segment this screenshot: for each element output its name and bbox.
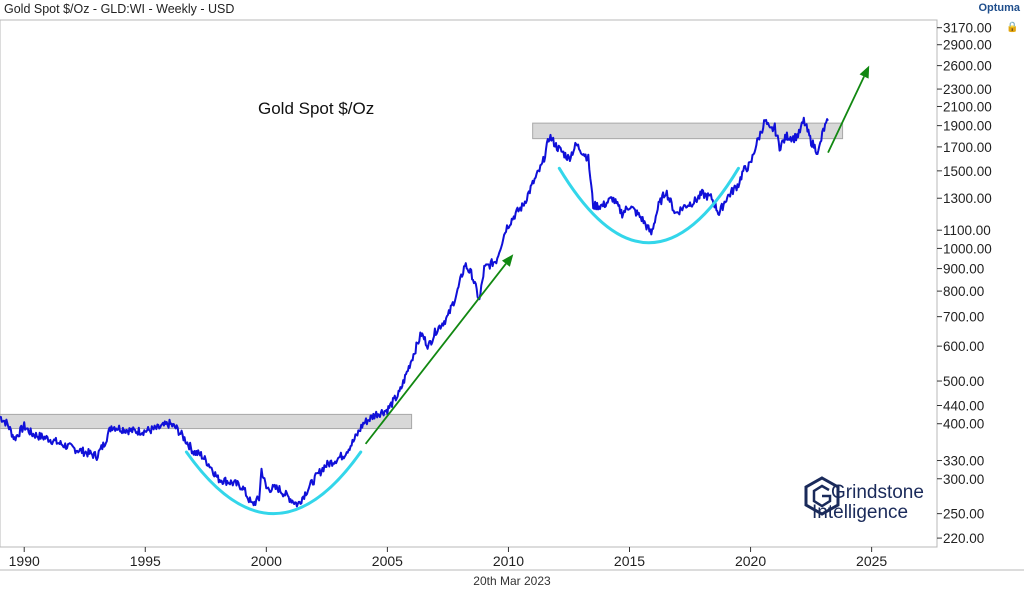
y-tick-label: 1900.00 <box>943 119 992 134</box>
y-tick-label: 440.00 <box>943 398 984 413</box>
y-tick-label: 500.00 <box>943 374 984 389</box>
x-tick-label: 1995 <box>130 553 161 569</box>
y-tick-label: 600.00 <box>943 339 984 354</box>
x-tick-label: 2010 <box>493 553 524 569</box>
gold-price-line <box>0 116 829 508</box>
y-tick-label: 1500.00 <box>943 164 992 179</box>
y-tick-label: 1000.00 <box>943 241 992 256</box>
chart-title: Gold Spot $/Oz <box>258 99 374 118</box>
trend-arrow-2 <box>827 65 870 153</box>
trend-arrow-head <box>859 65 870 79</box>
logo-hexagon <box>804 476 840 516</box>
x-tick-label: 2025 <box>856 553 887 569</box>
trend-arrow-1 <box>364 254 514 445</box>
logo-line1: Grindstone <box>831 482 924 503</box>
plot-border <box>0 19 938 548</box>
y-tick-label: 2900.00 <box>943 38 992 53</box>
cup-arc-1 <box>184 450 363 515</box>
trend-arrow-shaft <box>364 263 507 445</box>
y-tick-label: 1700.00 <box>943 140 992 155</box>
x-tick-label: 2005 <box>372 553 403 569</box>
x-tick-label: 1990 <box>9 553 40 569</box>
y-tick-label: 1300.00 <box>943 191 992 206</box>
cup-arc-2 <box>557 166 740 245</box>
trend-arrow-shaft <box>827 76 865 153</box>
y-tick-label: 800.00 <box>943 284 984 299</box>
resistance-band-2 <box>532 122 844 140</box>
x-tick-label: 2020 <box>735 553 766 569</box>
y-tick-label: 400.00 <box>943 417 984 432</box>
y-tick-label: 900.00 <box>943 262 984 277</box>
x-tick-label: 2015 <box>614 553 645 569</box>
x-tick-label: 2000 <box>251 553 282 569</box>
logo-line2: Intelligence <box>812 502 908 523</box>
y-tick-label: 300.00 <box>943 472 984 487</box>
y-tick-label: 330.00 <box>943 454 984 469</box>
y-tick-label: 1100.00 <box>943 223 991 238</box>
y-tick-label: 3170.00 <box>943 21 992 36</box>
resistance-band-1 <box>0 413 413 430</box>
logo-g-mark <box>812 484 832 508</box>
y-tick-label: 2300.00 <box>943 82 992 97</box>
y-tick-label: 2100.00 <box>943 99 992 114</box>
y-tick-label: 250.00 <box>943 507 984 522</box>
optuma-brand: Optuma <box>978 2 1020 14</box>
chart-header: Gold Spot $/Oz - GLD:WI - Weekly - USD <box>4 2 235 16</box>
y-tick-label: 2600.00 <box>943 59 992 74</box>
grindstone-logo: Grindstone Intelligence <box>804 476 924 523</box>
y-tick-label: 220.00 <box>943 531 984 546</box>
trend-arrow-head <box>501 254 514 267</box>
chart-date: 20th Mar 2023 <box>473 574 551 588</box>
y-tick-label: 700.00 <box>943 310 984 325</box>
lock-icon[interactable]: 🔒 <box>1006 22 1019 33</box>
